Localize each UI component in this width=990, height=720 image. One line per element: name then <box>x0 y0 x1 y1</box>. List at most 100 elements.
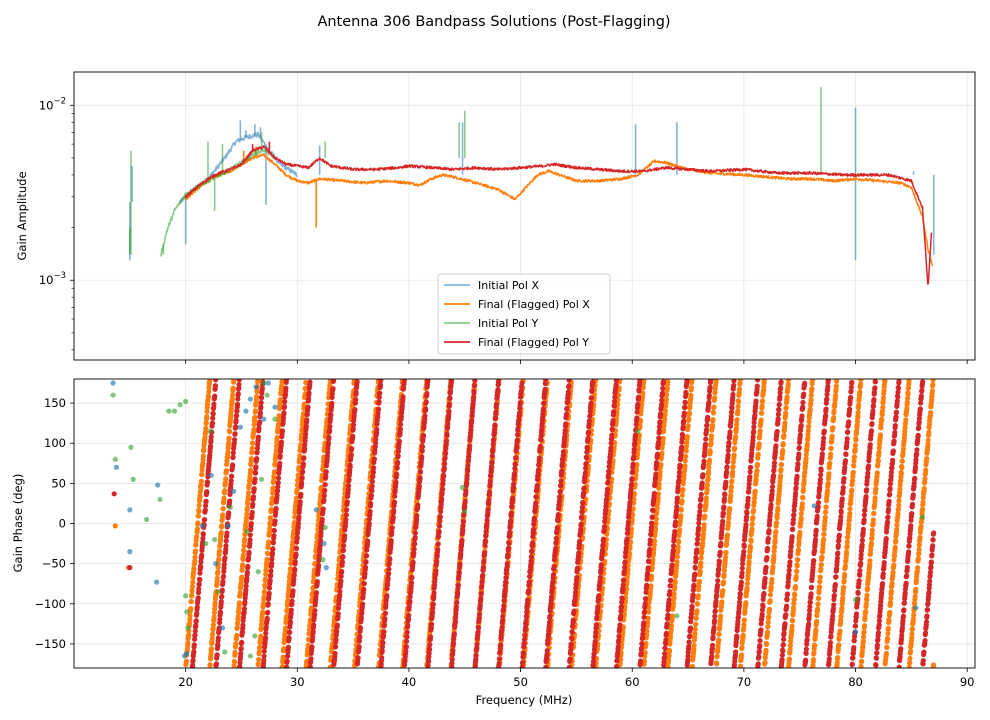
final-y-point <box>213 661 220 667</box>
final-x-point <box>239 574 245 580</box>
final-y-point <box>508 518 514 524</box>
final-x-point <box>662 408 668 414</box>
final-y-point <box>323 469 329 475</box>
final-y-point <box>641 609 648 615</box>
final-x-point <box>651 538 658 544</box>
final-x-point <box>729 473 736 479</box>
final-x-point <box>847 510 853 517</box>
final-x-point <box>909 631 915 637</box>
final-x-point <box>736 386 743 392</box>
initial-y-line <box>160 147 276 257</box>
final-x-point <box>266 529 273 536</box>
final-y-point <box>528 554 534 560</box>
final-x-point <box>744 585 750 591</box>
final-y-point <box>382 610 389 616</box>
final-y-point <box>586 418 593 424</box>
final-y-point <box>512 470 518 476</box>
final-x-point <box>915 565 921 571</box>
final-y-point <box>555 511 561 518</box>
final-y-point <box>446 401 453 407</box>
final-x-point <box>851 463 857 469</box>
final-y-point <box>441 473 447 479</box>
final-x-point <box>743 600 749 606</box>
final-x-point <box>891 562 897 568</box>
final-x-point <box>911 612 917 618</box>
final-x-point <box>821 531 827 537</box>
final-y-point <box>584 445 590 451</box>
final-x-point <box>702 513 708 519</box>
final-y-point <box>306 390 312 396</box>
final-y-point <box>259 395 265 401</box>
final-y-point <box>411 546 417 552</box>
final-x-point <box>676 539 682 545</box>
final-y-point <box>222 555 228 561</box>
final-x-point <box>741 622 747 628</box>
final-y-point <box>273 505 279 512</box>
final-x-point <box>641 658 648 664</box>
final-y-point <box>496 656 502 662</box>
final-y-point <box>293 545 300 552</box>
final-y-point <box>630 461 636 467</box>
final-y-point <box>542 386 548 392</box>
final-y-point <box>298 491 304 498</box>
final-y-point <box>614 658 620 664</box>
final-x-point <box>279 382 285 389</box>
final-y-point <box>277 453 283 459</box>
final-y-point <box>264 615 270 621</box>
final-y-point <box>455 582 461 588</box>
final-y-point <box>423 399 429 405</box>
final-y-point <box>254 455 260 462</box>
final-y-point <box>332 650 338 657</box>
final-x-point <box>634 461 640 468</box>
final-x-point <box>215 569 221 575</box>
final-y-point <box>624 536 630 542</box>
final-y-point <box>278 439 285 445</box>
final-y-point <box>314 579 320 585</box>
final-x-point <box>905 391 911 397</box>
final-y-point <box>480 572 486 579</box>
final-x-point <box>789 618 796 624</box>
final-x-point <box>689 379 695 383</box>
final-y-point <box>597 574 603 580</box>
final-x-point <box>678 513 684 519</box>
final-y-point <box>590 379 596 385</box>
final-x-point <box>679 498 685 504</box>
final-x-point <box>922 476 928 482</box>
final-x-point <box>287 566 294 572</box>
final-y-point <box>203 498 209 504</box>
final-y-point <box>232 431 238 437</box>
final-x-point <box>212 600 218 606</box>
final-y-point <box>474 641 480 647</box>
final-x-point <box>733 434 739 440</box>
final-y-point <box>228 478 234 484</box>
final-x-point <box>270 490 276 496</box>
final-x-point <box>194 533 200 540</box>
final-x-point <box>734 417 740 423</box>
final-x-point <box>670 600 677 607</box>
final-y-point <box>353 389 359 395</box>
final-x-point <box>231 379 237 383</box>
final-y-point <box>475 630 481 636</box>
final-x-point <box>235 613 241 620</box>
final-x-point <box>920 499 926 505</box>
final-y-point <box>348 452 354 458</box>
final-x-point <box>924 455 930 462</box>
final-x-point <box>672 578 678 585</box>
final-y-point <box>563 411 570 417</box>
final-x-point <box>698 560 704 566</box>
final-y-point <box>437 514 444 520</box>
final-y-point <box>475 625 482 631</box>
final-y-point <box>470 395 477 401</box>
final-x-point <box>254 388 260 395</box>
final-x-point <box>248 462 254 468</box>
final-y-point <box>363 559 369 565</box>
final-x-point <box>744 580 750 587</box>
final-y-point <box>535 467 542 473</box>
final-y-point <box>253 464 259 470</box>
final-y-point <box>226 510 232 516</box>
final-x-point <box>247 467 254 473</box>
final-y-point <box>379 655 385 661</box>
final-x-point <box>763 647 769 653</box>
final-y-point <box>486 497 492 503</box>
final-y-point <box>592 638 598 645</box>
